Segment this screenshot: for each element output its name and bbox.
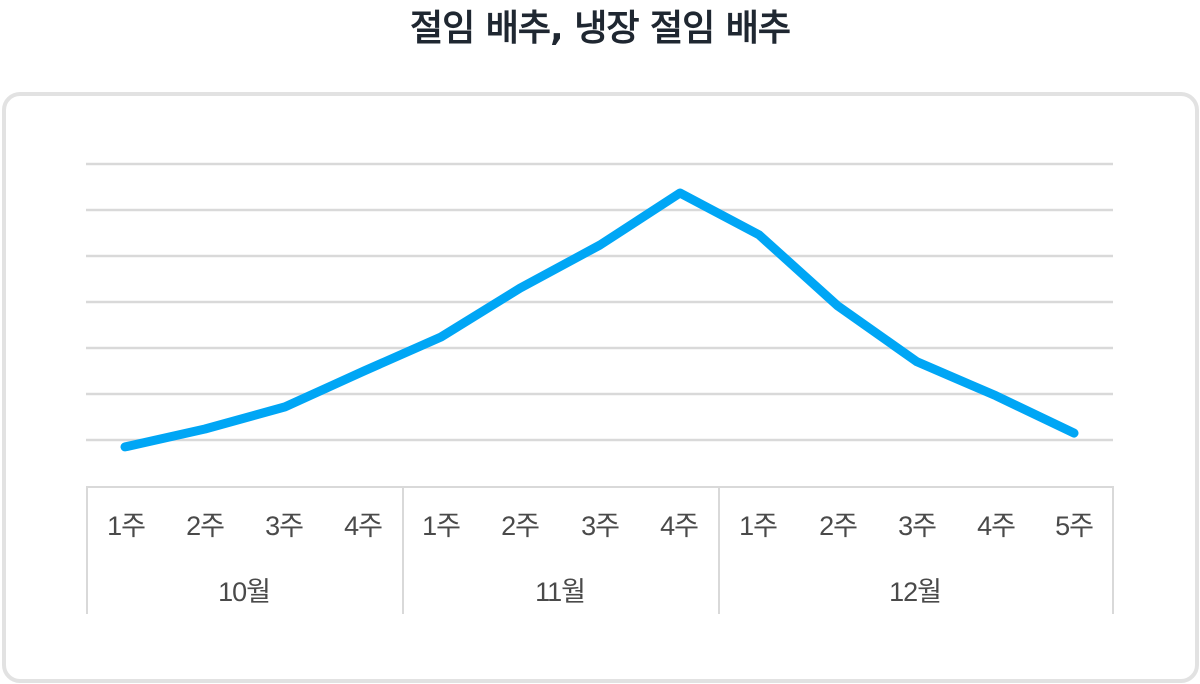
- x-axis-month-label: 12월: [889, 577, 942, 607]
- x-axis-week-label: 3주: [898, 511, 937, 541]
- x-axis-week-label: 2주: [501, 511, 540, 541]
- series-line: [120, 188, 1079, 452]
- x-axis-week-label: 4주: [660, 511, 699, 541]
- x-axis-week-label: 1주: [739, 511, 778, 541]
- x-axis-divider: [1112, 486, 1114, 614]
- x-axis-divider: [402, 486, 404, 614]
- x-axis-week-label: 5주: [1055, 511, 1094, 541]
- x-axis-table: 1주 2주 3주 4주 1주 2주 3주 4주 1주 2주 3주 4주 5주 10월 11월 12월: [86, 486, 1114, 614]
- x-axis-divider: [718, 486, 720, 614]
- x-axis-week-label: 3주: [581, 511, 620, 541]
- x-axis-divider: [86, 486, 88, 614]
- x-axis-top-border: [86, 486, 1113, 488]
- chart-card: [2, 92, 1199, 683]
- x-axis-week-label: 1주: [422, 511, 461, 541]
- x-axis-week-label: 2주: [819, 511, 858, 541]
- x-axis-week-label: 3주: [265, 511, 304, 541]
- x-axis-week-label: 4주: [344, 511, 383, 541]
- x-axis-week-label: 4주: [977, 511, 1016, 541]
- x-axis-week-label: 2주: [186, 511, 225, 541]
- x-axis-week-label: 1주: [107, 511, 146, 541]
- gridlines: [86, 162, 1113, 442]
- chart-title: 절임 배추, 냉장 절임 배추: [409, 8, 791, 49]
- x-axis-month-label: 10월: [218, 577, 271, 607]
- x-axis-month-label: 11월: [535, 577, 586, 607]
